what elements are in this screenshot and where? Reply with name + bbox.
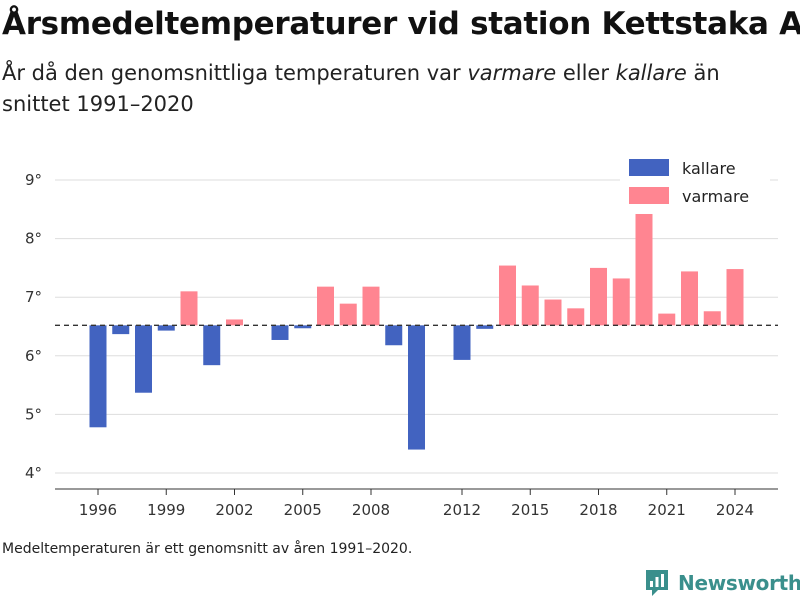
y-tick-label: 9° — [25, 171, 42, 189]
y-tick-label: 4° — [25, 464, 42, 482]
x-tick-label: 2018 — [579, 501, 617, 519]
bar-varmare-2017 — [567, 308, 585, 326]
subtitle-text-3: än snittet 1991–2020 — [2, 61, 720, 116]
legend-swatch-varmare — [629, 187, 669, 204]
bar-varmare-2015 — [521, 285, 539, 326]
bar-kallare-2013 — [476, 325, 494, 329]
bar-kallare-2010 — [408, 325, 425, 450]
newsworthy-logo: Newsworthy — [644, 568, 800, 598]
subtitle-cold-word: kallare — [615, 61, 687, 85]
bar-kallare-2012 — [453, 325, 471, 360]
x-tick-label: 2012 — [443, 501, 481, 519]
bar-kallare-1996 — [89, 325, 107, 428]
bar-varmare-2022 — [681, 271, 698, 326]
bars — [89, 213, 744, 450]
bar-kallare-2005 — [294, 325, 312, 329]
legend: kallare varmare — [620, 154, 770, 212]
newsworthy-logo-icon — [646, 570, 668, 596]
bar-kallare-2004 — [271, 325, 289, 340]
bar-varmare-2021 — [658, 313, 676, 326]
y-tick-label: 6° — [25, 347, 42, 365]
x-tick-label: 1999 — [147, 501, 185, 519]
bar-varmare-2007 — [339, 303, 357, 326]
subtitle-text-2: eller — [556, 61, 616, 85]
y-tick-label: 8° — [25, 230, 42, 248]
x-tick-label: 2008 — [352, 501, 390, 519]
bar-varmare-2024 — [726, 269, 744, 326]
x-tick-label: 2024 — [716, 501, 754, 519]
bar-varmare-2019 — [612, 278, 630, 326]
subtitle-warm-word: varmare — [467, 61, 557, 85]
legend-swatch-kallare — [629, 159, 669, 176]
bar-kallare-1998 — [135, 325, 152, 393]
bar-varmare-2008 — [362, 286, 380, 326]
bar-varmare-2014 — [499, 265, 516, 326]
legend-label-varmare: varmare — [682, 187, 749, 206]
bar-varmare-2006 — [317, 286, 334, 326]
bar-varmare-2020 — [635, 213, 653, 326]
chart-subtitle: År då den genomsnittliga temperaturen va… — [2, 58, 782, 120]
bar-varmare-2000 — [180, 291, 198, 326]
bar-kallare-1999 — [157, 325, 175, 331]
y-tick-label: 5° — [25, 405, 42, 423]
footnote: Medeltemperaturen är ett genomsnitt av å… — [2, 541, 413, 557]
chart-title: Årsmedeltemperaturer vid station Kettsta… — [2, 6, 800, 42]
y-axis-ticks: 4° 5° 6° 7° 8° 9° — [25, 171, 42, 482]
legend-label-kallare: kallare — [682, 159, 736, 178]
newsworthy-brand-name: Newsworthy — [678, 571, 800, 595]
x-tick-label: 1996 — [79, 501, 117, 519]
bar-kallare-1997 — [112, 325, 130, 335]
x-axis-ticks: 1996 1999 2002 2005 2008 2012 2015 2018 2021 2024 — [79, 489, 754, 519]
bar-varmare-2016 — [544, 299, 562, 326]
x-tick-label: 2021 — [648, 501, 686, 519]
bar-varmare-2018 — [590, 267, 607, 326]
temperature-bar-chart: 4° 5° 6° 7° 8° 9° 1996 1999 2002 2005 2008 2012 201… — [25, 154, 778, 519]
bar-kallare-2001 — [203, 325, 221, 366]
bar-varmare-2002 — [226, 319, 243, 326]
y-tick-label: 7° — [25, 288, 42, 306]
x-tick-label: 2015 — [511, 501, 549, 519]
subtitle-text-1: År då den genomsnittliga temperaturen va… — [2, 61, 468, 85]
x-tick-label: 2005 — [284, 501, 322, 519]
x-tick-label: 2002 — [215, 501, 253, 519]
bar-kallare-2009 — [385, 325, 403, 346]
bar-varmare-2023 — [703, 311, 721, 326]
